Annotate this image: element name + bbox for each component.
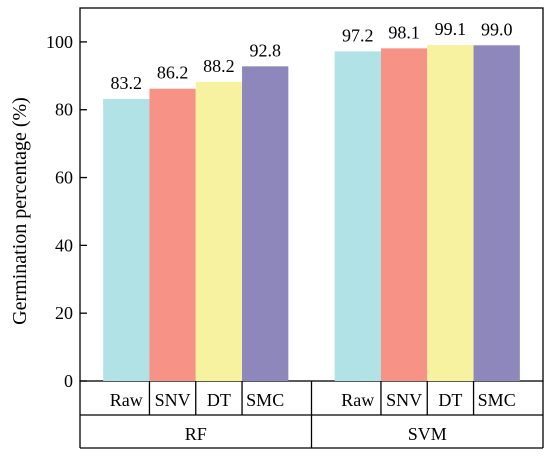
group-label: RF (185, 424, 207, 444)
y-tick-label: 20 (55, 303, 73, 323)
data-label: 99.0 (481, 19, 513, 39)
y-tick-label: 0 (64, 371, 73, 391)
data-label: 92.8 (249, 40, 281, 60)
bar-svm-smc (473, 45, 520, 382)
data-label: 98.1 (388, 22, 420, 42)
category-label: DT (438, 390, 462, 410)
y-axis: 0 20 40 60 80 100 (46, 32, 87, 391)
data-label: 97.2 (342, 25, 374, 45)
category-label: Raw (341, 390, 374, 410)
category-label: SMC (478, 390, 516, 410)
bar-rf-dt (195, 81, 243, 382)
y-axis-label: Germination percentage (%) (9, 97, 31, 325)
data-label: 88.2 (203, 56, 235, 76)
x-axis-table: Raw SNV DT SMC Raw SNV DT SMC RF SVM (79, 381, 544, 449)
bar-svm-dt (427, 44, 474, 382)
category-label: SNV (155, 390, 191, 410)
y-tick-label: 80 (55, 100, 73, 120)
category-label: SMC (246, 390, 284, 410)
bars-layer (103, 44, 520, 382)
data-label: 86.2 (157, 63, 189, 83)
y-tick-label: 40 (55, 235, 73, 255)
y-tick-label: 60 (55, 168, 73, 188)
y-tick-label: 100 (46, 32, 73, 52)
bar-rf-snv (149, 88, 196, 381)
category-label: SNV (386, 390, 422, 410)
data-labels-layer: 83.2 86.2 88.2 92.8 97.2 98.1 99.1 99.0 (111, 19, 513, 93)
bar-rf-raw (103, 98, 150, 381)
bar-svm-raw (334, 51, 381, 382)
bar-svm-snv (380, 48, 428, 382)
data-label: 83.2 (111, 73, 143, 93)
category-label: Raw (110, 390, 143, 410)
category-label: DT (207, 390, 231, 410)
bar-rf-smc (242, 66, 289, 381)
group-label: SVM (408, 424, 447, 444)
data-label: 99.1 (435, 19, 467, 39)
